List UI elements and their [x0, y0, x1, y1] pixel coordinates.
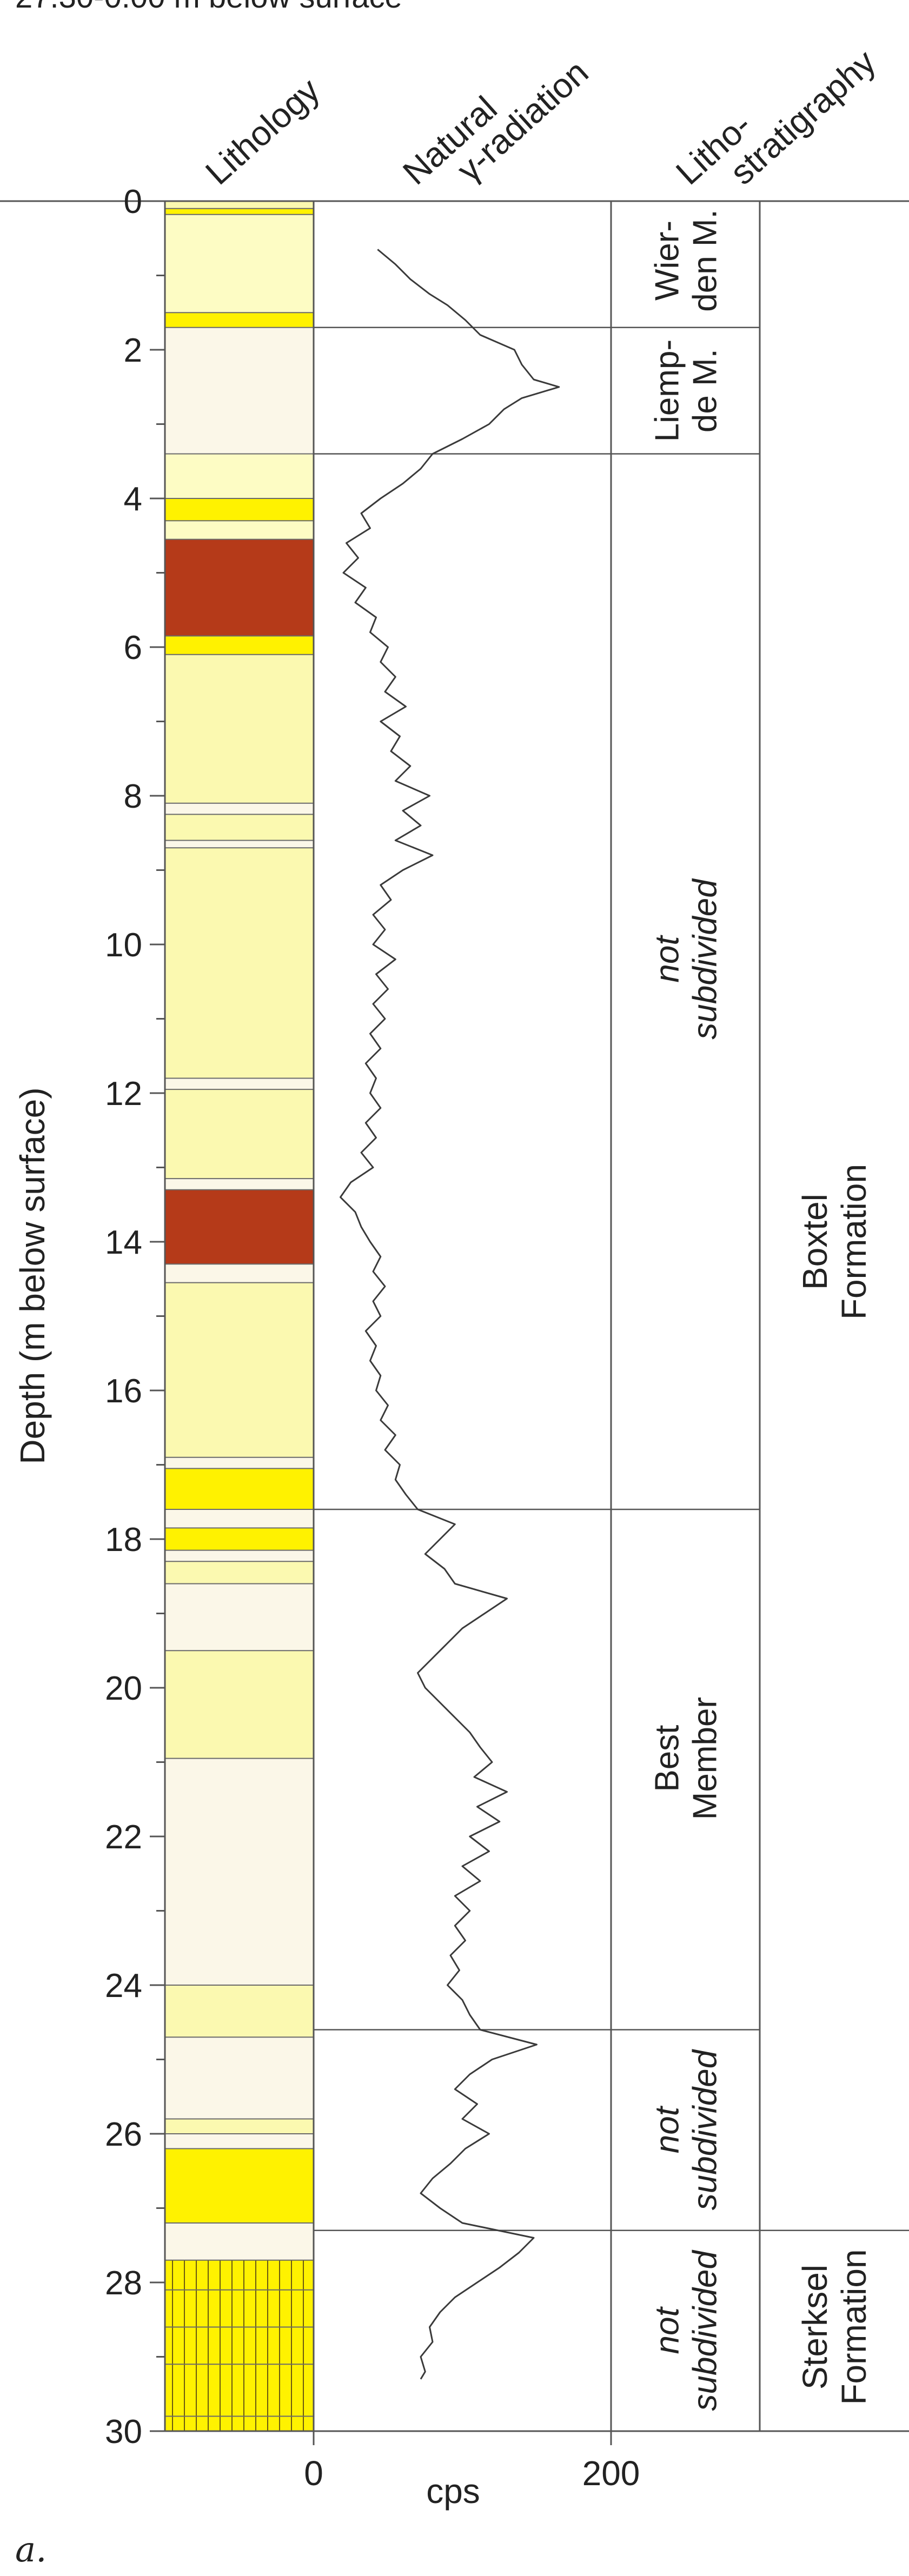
formation-label: Sterksel Formation — [795, 2249, 873, 2405]
column-headers: Lithology Natural γ-radiation Litho- str… — [198, 42, 883, 192]
lithology-layer — [165, 2223, 314, 2260]
formation-label-line: Boxtel — [795, 1194, 834, 1290]
lithology-layer — [165, 1509, 314, 1528]
x-axis-ticks: 0 200 — [304, 2431, 640, 2493]
formation-label-line: Formation — [834, 1164, 873, 1320]
lithology-layer — [165, 803, 314, 815]
y-tick-label: 30 — [105, 2413, 142, 2451]
lithology-layer — [165, 2119, 314, 2134]
lithology-boundaries — [165, 208, 314, 2417]
lithology-layer — [165, 654, 314, 803]
lithology-layer — [165, 814, 314, 841]
member-label-line: Best — [649, 1725, 686, 1792]
lithology-layer — [165, 312, 314, 328]
y-tick-label: 26 — [105, 2116, 142, 2153]
y-tick-label: 6 — [124, 629, 142, 667]
y-tick-label: 28 — [105, 2265, 142, 2302]
y-tick-label: 8 — [124, 778, 142, 815]
member-label: Liemp-de M. — [649, 340, 724, 442]
lithology-layer — [165, 1561, 314, 1584]
gamma-radiation-curve — [340, 249, 560, 2380]
member-label-line: not — [649, 2105, 686, 2153]
y-tick-label: 20 — [105, 1670, 142, 1707]
lithology-layer — [165, 201, 314, 209]
lithology-layer — [165, 539, 314, 636]
lithology-layer — [165, 1264, 314, 1283]
y-tick-label: 12 — [105, 1075, 142, 1113]
lithology-layer — [165, 2037, 314, 2119]
y-tick-label: 10 — [105, 927, 142, 964]
member-label-line: Member — [687, 1697, 724, 1820]
lithology-layer — [165, 636, 314, 655]
lithology-layer — [165, 521, 314, 540]
lithology-layer — [165, 2260, 314, 2431]
stratigraphy-boundaries — [314, 327, 909, 2231]
lithology-layer — [165, 1089, 314, 1179]
y-tick-label: 0 — [124, 183, 142, 221]
member-label-line: Liemp- — [649, 340, 686, 442]
gamma-curve-group — [340, 249, 560, 2380]
lithology-layer — [165, 1179, 314, 1190]
member-label-line: not — [649, 935, 686, 983]
lithology-layer — [165, 1650, 314, 1759]
lithology-layer — [165, 1282, 314, 1457]
lithology-layer — [165, 1468, 314, 1509]
lithology-layer — [165, 208, 314, 215]
lithology-layer — [165, 1457, 314, 1469]
lithology-layer — [165, 327, 314, 454]
x-tick-label: 0 — [304, 2454, 323, 2493]
x-axis-unit: cps — [426, 2472, 480, 2511]
lithology-layer — [165, 840, 314, 848]
header-lithology: Lithology — [198, 70, 327, 192]
lithology-layer — [165, 214, 314, 313]
figure-header: 27.30-0.00 m below surface — [15, 0, 402, 15]
y-tick-label: 18 — [105, 1521, 142, 1559]
lithology-layer — [165, 2134, 314, 2149]
lithology-layer — [165, 1189, 314, 1264]
lithology-layer — [165, 1550, 314, 1562]
lithology-layer — [165, 1528, 314, 1550]
header-strat-line2: stratigraphy — [722, 42, 883, 192]
lithology-layer — [165, 1985, 314, 2038]
y-tick-label: 4 — [124, 481, 142, 518]
member-label: Best Member — [649, 1697, 724, 1820]
y-tick-label: 24 — [105, 1967, 142, 2005]
lithology-layer — [165, 848, 314, 1079]
x-tick-label: 200 — [582, 2454, 640, 2493]
member-label-line: subdivided — [687, 2048, 724, 2210]
panel-label: a. — [15, 2530, 47, 2570]
member-label-line: den M. — [687, 209, 724, 312]
formation-label-line: Formation — [834, 2249, 873, 2405]
lithology-layer — [165, 498, 314, 521]
lithology-layer — [165, 1583, 314, 1651]
lithology-layer — [165, 2148, 314, 2223]
y-tick-label: 22 — [105, 1819, 142, 1856]
y-tick-label: 16 — [105, 1373, 142, 1410]
formation-label-line: Sterksel — [795, 2265, 834, 2389]
member-label-line: subdivided — [687, 2249, 724, 2411]
log-frame — [0, 200, 909, 2432]
member-label: Wier-den M. — [649, 209, 724, 312]
lithology-column — [165, 201, 314, 2431]
y-axis-label: Depth (m below surface) — [13, 1087, 52, 1464]
member-label-line: not — [649, 2306, 686, 2354]
member-label-line: Wier- — [649, 221, 686, 301]
member-label: not subdivided — [649, 878, 724, 1040]
member-label-line: de M. — [687, 349, 724, 432]
lithology-layer — [165, 454, 314, 498]
member-label: not subdivided — [649, 2249, 724, 2411]
member-label: not subdivided — [649, 2048, 724, 2210]
y-tick-label: 2 — [124, 332, 142, 369]
lithology-layer — [165, 1758, 314, 1985]
member-label-line: subdivided — [687, 878, 724, 1040]
formation-label: Boxtel Formation — [795, 1164, 873, 1320]
y-tick-label: 14 — [105, 1224, 142, 1261]
lithology-layer — [165, 1078, 314, 1090]
